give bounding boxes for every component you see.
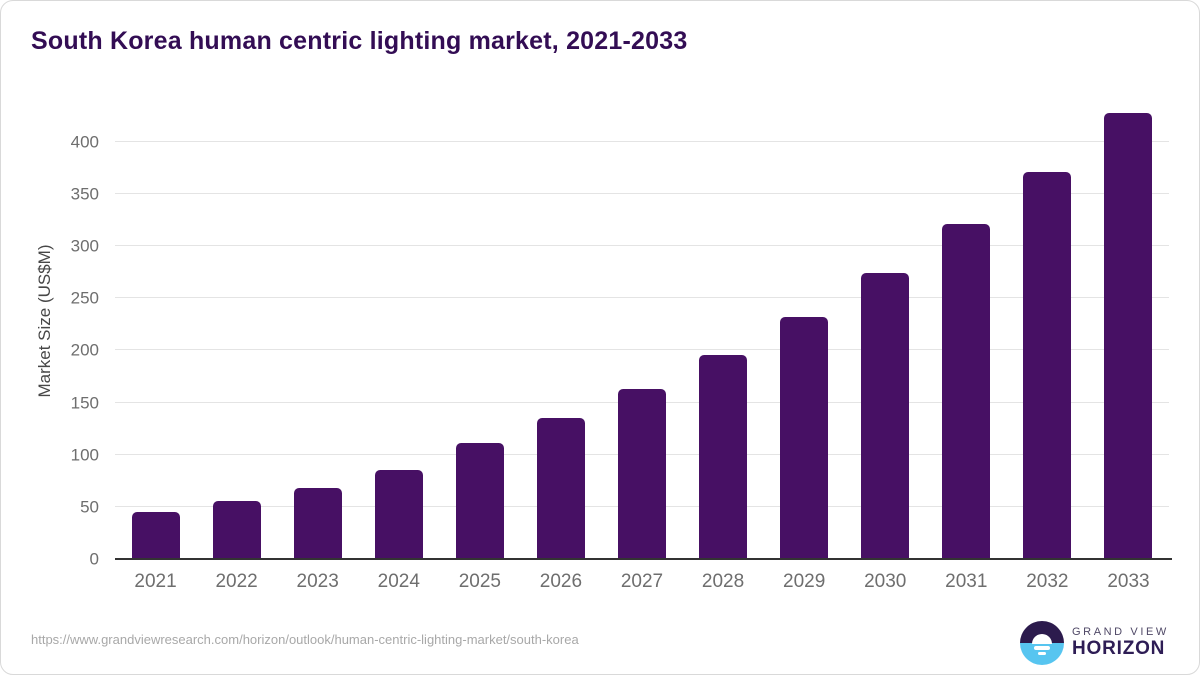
bar-2031[interactable] (942, 224, 991, 559)
gridline-350 (115, 192, 1169, 194)
x-tick-label-2025: 2025 (458, 571, 501, 592)
x-tick-label-2027: 2027 (620, 571, 664, 592)
bar-2024[interactable] (374, 470, 423, 559)
bar-2026[interactable] (536, 418, 585, 559)
bar-2027[interactable] (618, 388, 666, 559)
logo-sun-icon (1032, 633, 1052, 644)
x-tick-label-2033: 2033 (1107, 571, 1150, 592)
source-url: https://www.grandviewresearch.com/horizo… (31, 632, 579, 647)
bar-2030[interactable] (861, 273, 910, 559)
logo-reflection-bar (1038, 652, 1046, 655)
bar-2033[interactable] (1104, 112, 1153, 559)
x-tick-label-2032: 2032 (1026, 571, 1069, 592)
gridline-200 (115, 349, 1169, 351)
y-tick-label-250: 250 (70, 288, 99, 308)
logo-text-grand-view: GRAND VIEW (1072, 625, 1169, 638)
x-tick-label-2029: 2029 (783, 571, 826, 592)
bar-2025[interactable] (455, 443, 504, 559)
x-tick-label-2024: 2024 (377, 571, 420, 592)
y-axis-tick-labels: 0 50 100 150 200 250 300 350 400 (1, 100, 99, 567)
gridline-250 (115, 297, 1169, 299)
logo-sky-half (1020, 621, 1064, 643)
bar-2022[interactable] (212, 500, 261, 559)
logo-wordmark: GRAND VIEW HORIZON (1072, 626, 1169, 660)
bar-2021[interactable] (131, 512, 180, 559)
x-tick-label-2028: 2028 (701, 571, 745, 592)
x-tick-label-2023: 2023 (296, 571, 339, 592)
x-axis-tick-labels: 2021 2022 2023 2024 2025 2026 2027 2028 2029 2030… (115, 571, 1169, 597)
x-tick-label-2022: 2022 (215, 571, 258, 592)
x-tick-label-2021: 2021 (134, 571, 177, 592)
plot-area (115, 100, 1169, 559)
y-tick-label-0: 0 (89, 549, 99, 569)
y-tick-label-100: 100 (70, 445, 99, 465)
bar-2028[interactable] (699, 354, 748, 559)
logo-reflection-bar (1034, 646, 1050, 650)
y-tick-label-300: 300 (70, 236, 99, 256)
chart-title: South Korea human centric lighting marke… (31, 27, 688, 55)
bar-2032[interactable] (1023, 171, 1072, 559)
logo-text-horizon: HORIZON (1072, 638, 1166, 660)
gridline-400 (115, 140, 1169, 142)
x-tick-label-2026: 2026 (539, 571, 583, 592)
y-tick-label-200: 200 (70, 340, 99, 360)
x-tick-label-2031: 2031 (945, 571, 988, 592)
bar-2029[interactable] (780, 316, 829, 559)
horizon-sun-logo-icon (1020, 621, 1064, 665)
bar-2023[interactable] (293, 488, 342, 559)
y-tick-label-400: 400 (70, 132, 99, 152)
x-axis-line (115, 558, 1172, 560)
x-tick-label-2030: 2030 (864, 571, 907, 592)
y-tick-label-150: 150 (70, 393, 99, 413)
y-tick-label-50: 50 (80, 497, 99, 517)
brand-logo: GRAND VIEW HORIZON (1020, 621, 1169, 665)
y-tick-label-350: 350 (70, 184, 99, 204)
gridline-300 (115, 245, 1169, 247)
